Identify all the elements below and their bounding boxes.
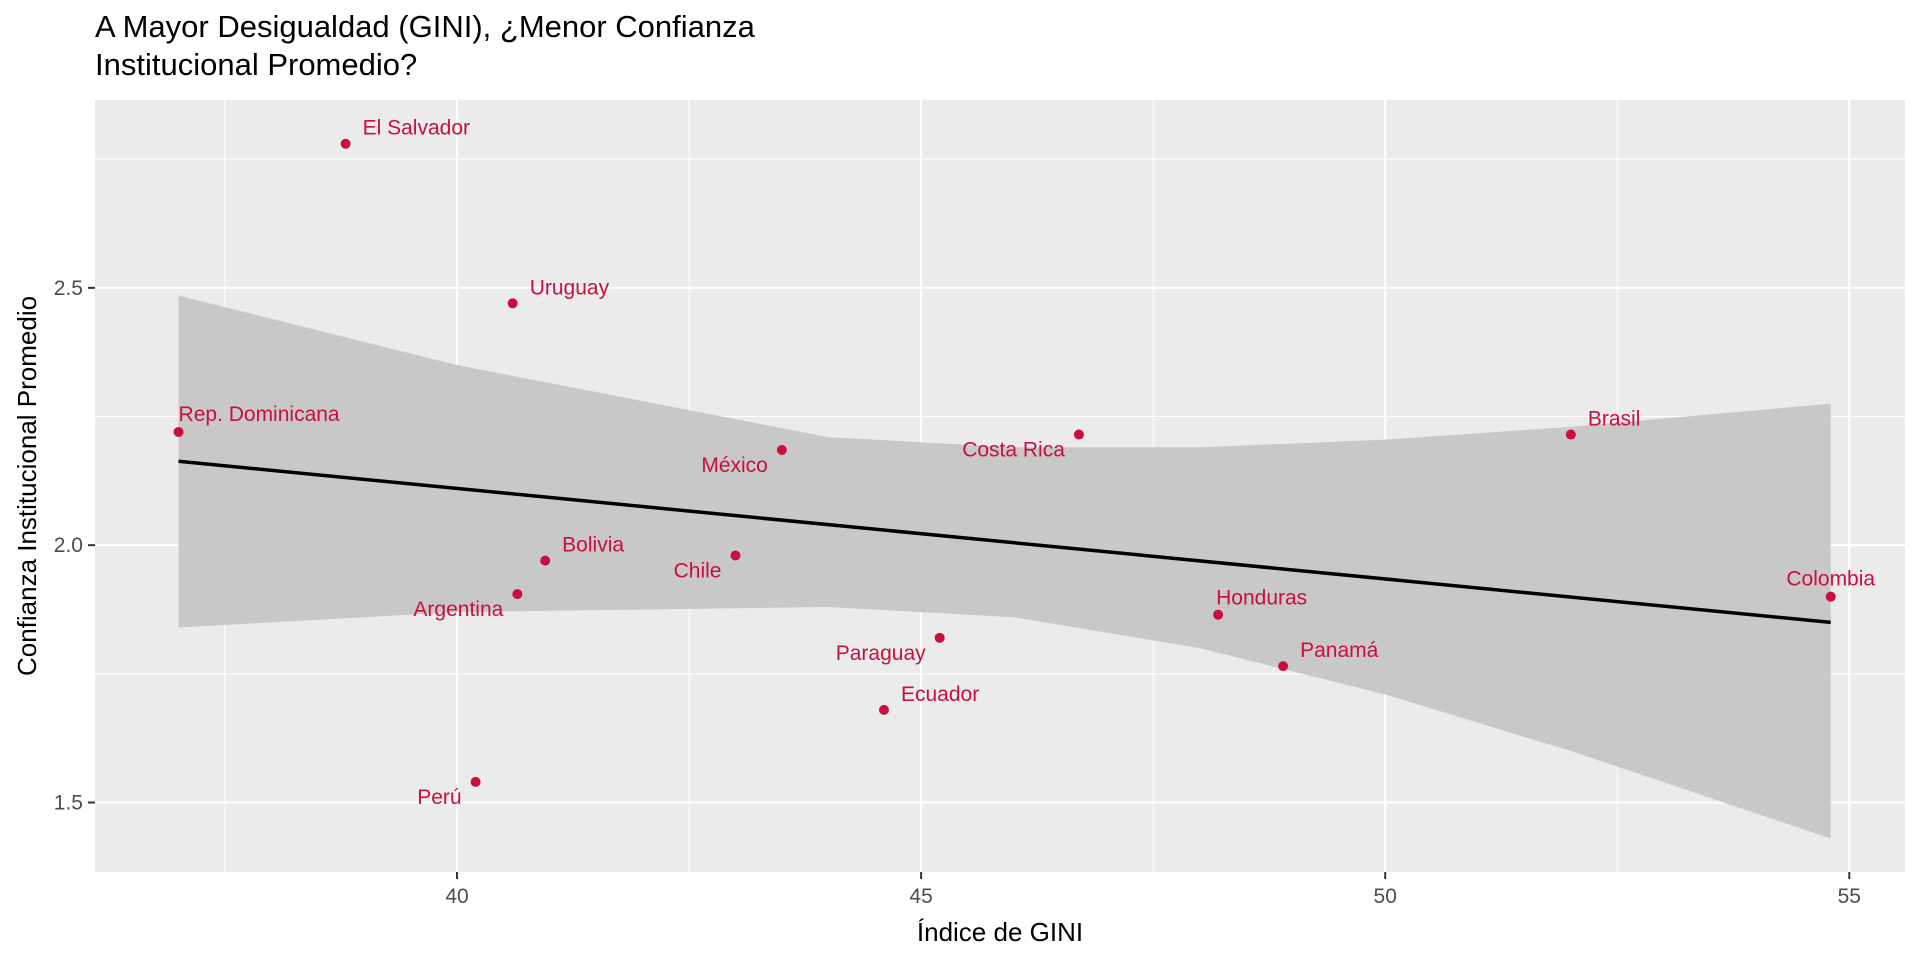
y-tick-label: 2.5 xyxy=(54,277,83,300)
data-points xyxy=(173,138,1836,787)
data-point xyxy=(1825,591,1836,602)
data-point xyxy=(512,589,523,600)
x-tick-label: 50 xyxy=(1374,885,1397,908)
data-point xyxy=(1073,429,1084,440)
data-point xyxy=(173,426,184,437)
point-label: Rep. Dominicana xyxy=(179,403,340,426)
x-tick-label: 45 xyxy=(909,885,932,908)
point-label: Brasil xyxy=(1588,408,1641,431)
point-label: El Salvador xyxy=(363,117,470,140)
x-axis: 40 45 50 55 xyxy=(445,872,1861,908)
confidence-band xyxy=(178,295,1831,839)
data-point xyxy=(934,632,945,643)
data-point xyxy=(878,704,889,715)
point-label: Colombia xyxy=(1786,568,1875,591)
y-tick-label: 1.5 xyxy=(54,792,83,815)
regression-line xyxy=(178,459,1831,625)
data-point xyxy=(776,444,787,455)
confidence-band-area xyxy=(178,295,1831,839)
data-point xyxy=(340,138,351,149)
point-label: Honduras xyxy=(1216,587,1307,610)
data-point xyxy=(470,776,481,787)
data-point xyxy=(1278,661,1289,672)
y-axis-title: Confianza Institucional Promedio xyxy=(12,296,42,676)
y-tick-label: 2.0 xyxy=(54,534,83,557)
point-label: Paraguay xyxy=(836,642,926,665)
y-axis: 1.5 2.0 2.5 xyxy=(54,277,95,815)
x-tick-label: 55 xyxy=(1838,885,1861,908)
point-label: México xyxy=(701,454,768,477)
data-point xyxy=(1213,609,1224,620)
point-label: Argentina xyxy=(413,598,503,621)
regression-line-group xyxy=(178,459,1831,625)
chart-title-line-1: A Mayor Desigualdad (GINI), ¿Menor Confi… xyxy=(95,9,755,44)
chart-title: A Mayor Desigualdad (GINI), ¿Menor Confi… xyxy=(95,8,755,84)
point-labels: El Salvador Uruguay Rep. Dominicana México C… xyxy=(179,117,1876,809)
data-point xyxy=(730,550,741,561)
point-label: Costa Rica xyxy=(962,439,1065,462)
point-label: Bolivia xyxy=(562,534,624,557)
x-tick-label: 40 xyxy=(445,885,468,908)
data-point xyxy=(507,298,518,309)
chart-title-line-2: Institucional Promedio? xyxy=(95,47,418,82)
point-label: Uruguay xyxy=(530,276,610,299)
point-label: Panamá xyxy=(1300,639,1379,662)
point-label: Chile xyxy=(674,559,722,582)
data-point xyxy=(540,555,551,566)
x-axis-title: Índice de GINI xyxy=(917,917,1083,947)
point-label: Ecuador xyxy=(901,683,979,706)
data-point xyxy=(1565,429,1576,440)
point-label: Perú xyxy=(417,786,461,809)
